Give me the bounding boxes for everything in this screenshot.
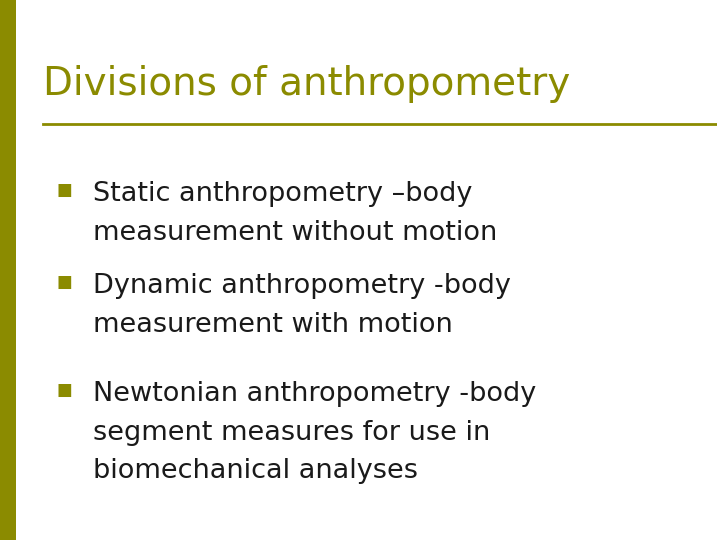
- Text: ■: ■: [57, 381, 73, 399]
- FancyBboxPatch shape: [0, 0, 16, 540]
- Text: segment measures for use in: segment measures for use in: [94, 420, 490, 446]
- Text: Divisions of anthropometry: Divisions of anthropometry: [43, 65, 570, 103]
- Text: biomechanical analyses: biomechanical analyses: [94, 458, 418, 484]
- Text: Static anthropometry –body: Static anthropometry –body: [94, 181, 472, 207]
- Text: Newtonian anthropometry -body: Newtonian anthropometry -body: [94, 381, 536, 407]
- Text: measurement without motion: measurement without motion: [94, 220, 498, 246]
- Text: ■: ■: [57, 181, 73, 199]
- Text: Dynamic anthropometry -body: Dynamic anthropometry -body: [94, 273, 511, 299]
- Text: measurement with motion: measurement with motion: [94, 312, 453, 338]
- Text: ■: ■: [57, 273, 73, 291]
